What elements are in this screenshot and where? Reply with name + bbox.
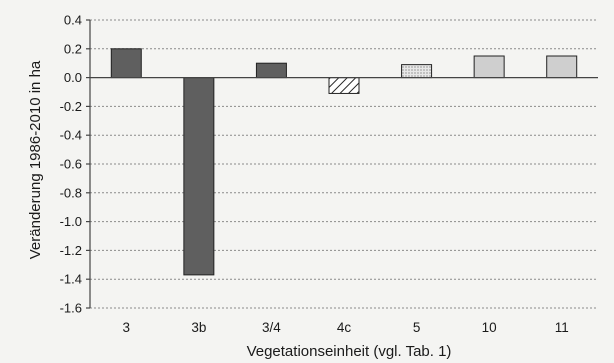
x-tick-label: 5 <box>413 320 421 335</box>
x-tick-label: 3 <box>123 320 131 335</box>
x-tick-label: 4c <box>337 320 352 335</box>
x-axis-title: Vegetationseinheit (vgl. Tab. 1) <box>247 343 452 360</box>
y-tick-label: -1.2 <box>60 243 82 258</box>
y-tick-label: -0.6 <box>60 157 82 172</box>
x-tick-label: 3/4 <box>262 320 281 335</box>
x-tick-label: 11 <box>555 320 569 335</box>
y-tick-label: -0.2 <box>60 99 82 114</box>
y-axis-title: Veränderung 1986-2010 in ha <box>27 60 44 259</box>
gridlines <box>90 19 598 309</box>
x-tick-label: 3b <box>191 320 206 335</box>
y-tick-label: -1.0 <box>60 214 82 229</box>
labels: 0.4 0.2 0.0 -0.2 -0.4 -0.6 -0.8 -1.0 -1.2 -1.4 -1.… <box>60 13 569 336</box>
y-tick-label: -0.8 <box>60 185 82 200</box>
y-tick-label: 0.2 <box>64 41 82 56</box>
y-tick-label: 0.4 <box>64 13 82 28</box>
y-tick-label: 0.0 <box>64 70 82 85</box>
bar-3-4 <box>255 62 287 79</box>
axes <box>86 19 598 309</box>
bar-11 <box>546 55 578 79</box>
bars <box>110 48 578 276</box>
bar-4c <box>328 77 360 94</box>
x-tick-label: 10 <box>482 320 497 335</box>
bar-5 <box>401 64 433 79</box>
bar-3 <box>110 48 142 79</box>
y-tick-label: -0.4 <box>60 128 82 143</box>
bar-10 <box>473 55 505 79</box>
y-tick-label: -1.4 <box>60 272 82 287</box>
bar-3b <box>183 77 215 276</box>
y-tick-label: -1.6 <box>60 301 82 316</box>
